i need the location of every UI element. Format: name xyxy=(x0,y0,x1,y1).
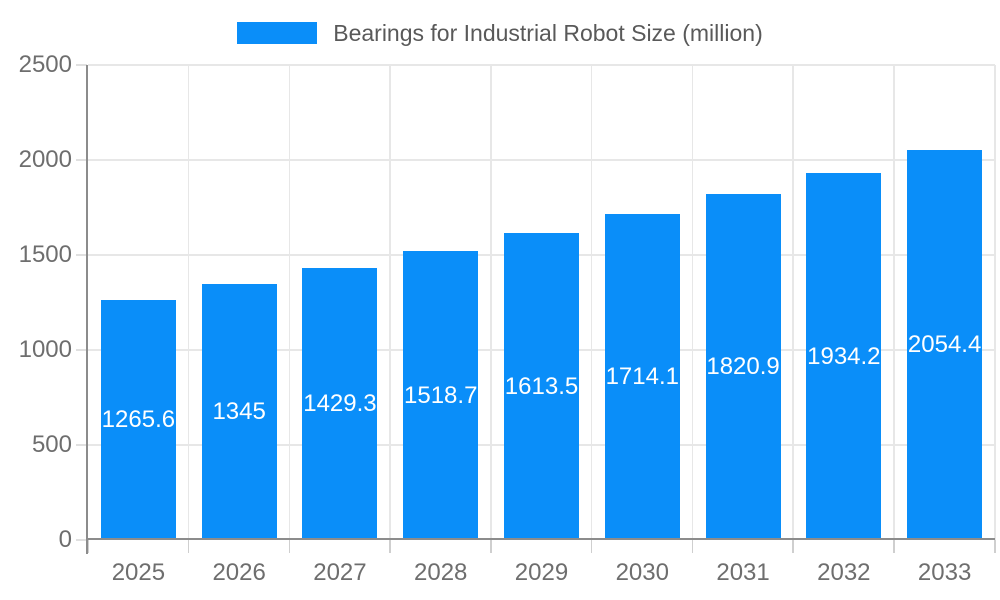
bar-2031[interactable]: 1820.9 xyxy=(705,194,781,540)
x-axis-tick xyxy=(288,540,291,553)
bar-value-label: 1345 xyxy=(212,398,266,425)
x-axis-label: 2029 xyxy=(514,559,569,586)
x-axis-label: 2025 xyxy=(111,559,166,586)
bar-value-label: 1265.6 xyxy=(101,406,176,433)
gridline-horizontal xyxy=(88,159,995,161)
legend-swatch xyxy=(237,22,318,44)
gridline-vertical xyxy=(994,65,996,540)
x-axis-tick xyxy=(590,540,593,553)
y-axis-label: 500 xyxy=(31,431,72,458)
x-axis-line xyxy=(86,538,995,540)
bar-2029[interactable]: 1613.5 xyxy=(504,233,579,540)
gridline-vertical xyxy=(490,65,492,540)
y-axis-label: 0 xyxy=(58,526,72,553)
gridline-horizontal xyxy=(88,64,995,66)
x-axis-label: 2031 xyxy=(716,559,770,586)
bar-value-label: 1714.1 xyxy=(605,363,679,390)
x-axis-label: 2030 xyxy=(615,559,669,586)
x-axis-tick xyxy=(893,540,895,553)
x-axis-label: 2032 xyxy=(817,559,871,586)
y-axis-tick xyxy=(76,159,87,161)
gridline-vertical xyxy=(389,65,391,540)
y-axis-label: 1000 xyxy=(18,336,72,363)
bar-value-label: 1429.3 xyxy=(303,390,377,417)
gridline-vertical xyxy=(288,65,291,540)
y-axis-label: 2500 xyxy=(18,51,72,78)
y-axis-tick xyxy=(76,349,87,351)
x-axis-label: 2027 xyxy=(313,559,367,586)
bar-2026[interactable]: 1345 xyxy=(201,284,277,540)
bar-value-label: 1934.2 xyxy=(807,342,881,370)
x-axis-tick xyxy=(994,540,996,553)
bar-value-label: 1613.5 xyxy=(504,372,579,400)
bar-2032[interactable]: 1934.2 xyxy=(806,173,882,540)
gridline-vertical xyxy=(187,65,190,540)
bar-value-label: 1518.7 xyxy=(404,381,478,409)
y-axis-line xyxy=(86,65,88,554)
bar-2033[interactable]: 2054.4 xyxy=(907,150,983,540)
bar-2028[interactable]: 1518.7 xyxy=(403,251,479,540)
bar-2030[interactable]: 1714.1 xyxy=(604,214,680,540)
x-axis-tick xyxy=(490,540,492,553)
x-axis-label: 2028 xyxy=(414,559,468,586)
bar-value-label: 2054.4 xyxy=(907,331,982,358)
y-axis-tick xyxy=(76,254,87,256)
y-axis-label: 1500 xyxy=(18,241,72,268)
y-axis-label: 2000 xyxy=(18,146,72,173)
chart-legend[interactable]: Bearings for Industrial Robot Size (mill… xyxy=(0,20,1000,46)
y-axis-tick xyxy=(76,444,87,446)
bar-2025[interactable]: 1265.6 xyxy=(100,300,176,540)
y-axis-tick xyxy=(76,64,87,66)
x-axis-label: 2033 xyxy=(917,559,972,586)
y-axis-tick xyxy=(76,539,87,541)
gridline-vertical xyxy=(590,65,593,540)
bar-2027[interactable]: 1429.3 xyxy=(302,268,378,540)
x-axis-tick xyxy=(389,540,391,553)
gridline-vertical xyxy=(893,65,895,540)
x-axis-tick xyxy=(792,540,794,553)
legend-label: Bearings for Industrial Robot Size (mill… xyxy=(333,20,763,46)
x-axis-tick xyxy=(187,540,190,553)
gridline-vertical xyxy=(691,65,694,540)
x-axis-tick xyxy=(691,540,694,553)
bar-value-label: 1820.9 xyxy=(706,353,780,380)
gridline-vertical xyxy=(792,65,794,540)
x-axis-label: 2026 xyxy=(212,559,266,586)
